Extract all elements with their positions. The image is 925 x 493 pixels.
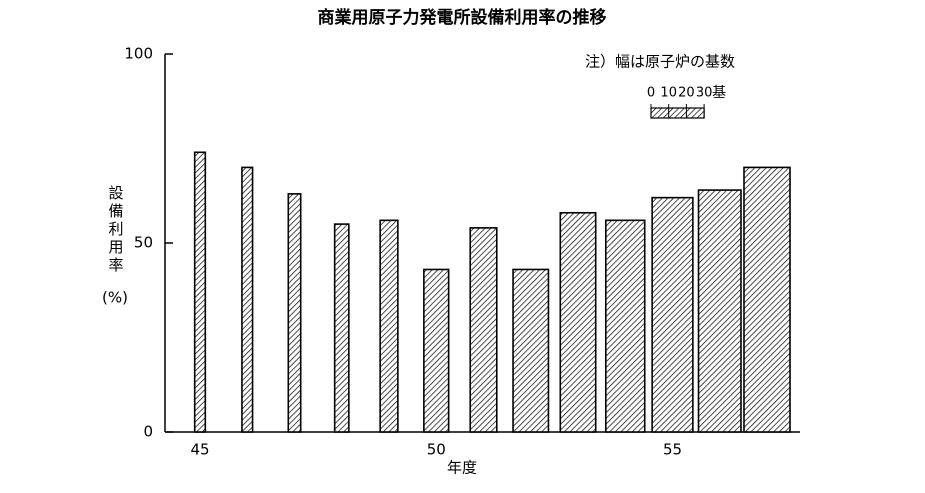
bar <box>469 227 498 433</box>
bar <box>512 268 550 433</box>
x-axis-label: 年度 <box>447 459 477 477</box>
y-tick-label: 0 <box>143 423 153 441</box>
bar <box>241 166 254 433</box>
bar <box>743 166 791 433</box>
bar <box>697 189 742 433</box>
width-scale-label: 0 <box>647 86 655 101</box>
width-scale-unit: 基 <box>712 84 726 101</box>
x-tick-label: 50 <box>427 441 446 459</box>
y-tick-label: 100 <box>124 45 153 63</box>
width-scale-label: 30 <box>696 86 713 101</box>
y-tick-label: 50 <box>134 234 153 252</box>
bar <box>559 211 597 433</box>
bar <box>333 223 350 433</box>
bar <box>193 151 207 433</box>
width-scale-label: 10 <box>660 86 677 101</box>
bar <box>287 193 302 433</box>
width-scale-bar <box>650 107 705 119</box>
y-axis-label: 設備利用率 <box>107 185 125 275</box>
bar <box>423 268 450 433</box>
width-scale-label: 20 <box>678 86 695 101</box>
x-tick-label: 45 <box>190 441 209 459</box>
note: 注）幅は原子炉の基数 <box>585 53 735 71</box>
chart-title: 商業用原子力発電所設備利用率の推移 <box>318 7 607 28</box>
y-axis-unit: (%) <box>102 289 128 307</box>
bar <box>651 196 694 433</box>
bar <box>604 219 646 433</box>
bar <box>379 219 399 433</box>
x-tick-label: 55 <box>663 441 682 459</box>
